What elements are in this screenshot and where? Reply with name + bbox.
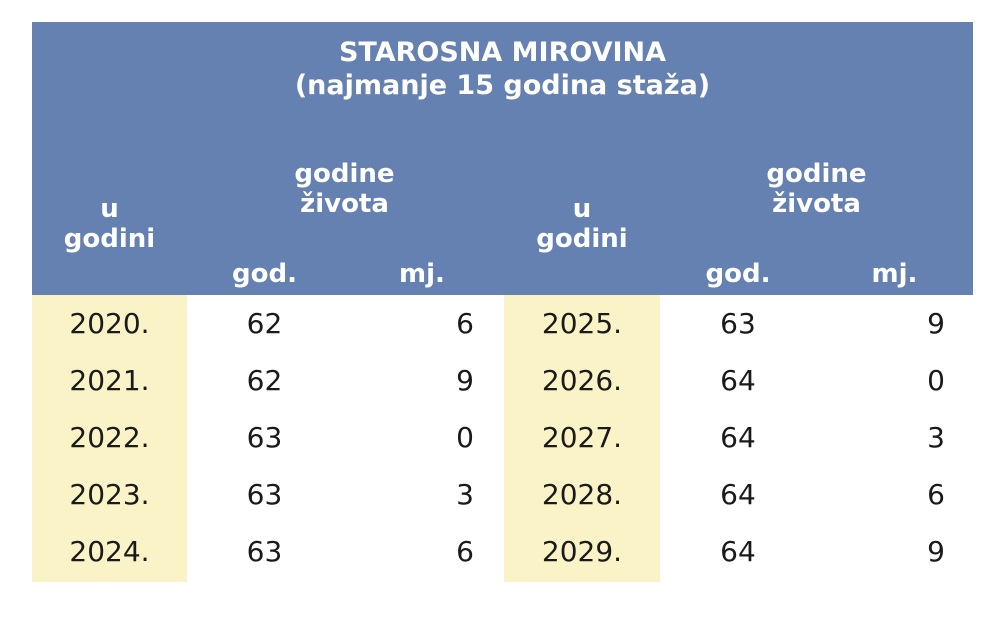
left-months-cell: 6 [342,295,502,352]
table-row: 2024. 63 6 2029. 64 9 [32,523,973,580]
left-months-value: 6 [456,535,474,568]
left-months-cell: 6 [342,523,502,580]
right-year-cell: 2027. [541,421,623,454]
right-age-header-line-2: života [772,189,861,219]
table-header: STAROSNA MIROVINA (najmanje 15 godina st… [32,22,973,295]
left-year-cell: 2020. [69,307,150,340]
right-years-cell: 63 [720,307,756,340]
right-years-cell: 64 [720,364,756,397]
right-years-subheader: god. [705,259,771,289]
left-months-cell: 3 [342,466,502,523]
left-age-header-line-2: života [300,189,389,219]
left-year-cell: 2023. [69,478,150,511]
right-years-cell: 64 [720,421,756,454]
right-months-cell: 6 [816,466,973,523]
left-year-cell: 2022. [69,421,150,454]
left-years-cell: 63 [246,421,283,454]
left-years-cell: 62 [246,307,283,340]
right-years-cell: 64 [720,478,756,511]
pension-table: STAROSNA MIROVINA (najmanje 15 godina st… [32,22,973,582]
right-year-cell: 2025. [541,307,623,340]
right-years-cell: 64 [720,535,756,568]
left-years-cell: 63 [246,535,283,568]
left-months-value: 9 [456,364,474,397]
left-months-value: 3 [456,478,474,511]
table-body: 2020. 62 6 2025. 63 9 2021. 62 9 2026. 6… [32,295,973,582]
left-months-value: 0 [456,421,474,454]
right-months-cell: 3 [816,409,973,466]
left-year-header-line-2: godini [63,224,156,254]
left-years-cell: 63 [246,478,283,511]
left-year-cell: 2024. [69,535,150,568]
left-months-cell: 0 [342,409,502,466]
left-year-header-line-1: u [100,194,119,224]
right-months-value: 3 [927,421,945,454]
right-age-header-line-1: godine [766,159,867,189]
right-months-value: 0 [927,364,945,397]
table-row: 2020. 62 6 2025. 63 9 [32,295,973,352]
table-row: 2021. 62 9 2026. 64 0 [32,352,973,409]
right-year-cell: 2026. [541,364,623,397]
left-months-subheader: mj. [399,259,445,289]
table-row: 2023. 63 3 2028. 64 6 [32,466,973,523]
right-year-cell: 2029. [541,535,623,568]
right-months-value: 9 [927,535,945,568]
right-months-cell: 0 [816,352,973,409]
left-years-cell: 62 [246,364,283,397]
left-year-column-bg [32,295,187,582]
right-year-header-line-1: u [572,194,592,224]
table-title: STAROSNA MIROVINA (najmanje 15 godina st… [32,36,973,102]
right-year-cell: 2028. [541,478,623,511]
left-years-subheader: god. [232,259,297,289]
right-months-value: 6 [927,478,945,511]
left-year-header: u godini [32,194,187,254]
title-line-1: STAROSNA MIROVINA [338,37,667,68]
right-months-cell: 9 [816,295,973,352]
table-row: 2022. 63 0 2027. 64 3 [32,409,973,466]
right-year-header-line-2: godini [536,224,628,254]
right-year-column-bg [504,295,660,582]
right-year-header: u godini [504,194,660,254]
left-age-header: godine života [187,159,502,219]
right-months-subheader: mj. [871,259,918,289]
right-months-cell: 9 [816,523,973,580]
left-year-cell: 2021. [69,364,150,397]
right-age-header: godine života [660,159,973,219]
left-age-header-line-1: godine [294,159,395,189]
left-months-cell: 9 [342,352,502,409]
title-line-2: (najmanje 15 godina staža) [294,70,711,101]
left-months-value: 6 [456,307,474,340]
right-months-value: 9 [927,307,945,340]
